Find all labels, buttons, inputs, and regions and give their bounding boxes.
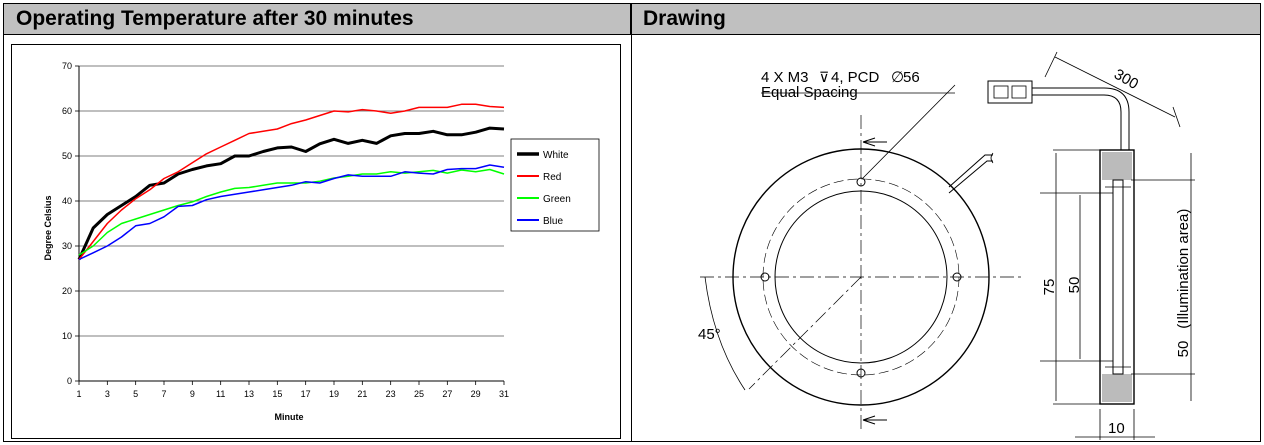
svg-text:⊽: ⊽ [819,69,829,85]
x-tick-label: 11 [216,389,225,399]
header-operating-temperature: Operating Temperature after 30 minutes [4,4,631,34]
dim-inner: 50 [1066,277,1083,294]
y-axis-label: Degree Celsius [43,195,53,260]
chart-cell: 0 10 20 30 40 50 60 70 1 3 5 7 9 11 13 15 17 19 21 23 25 27 29… [11,44,621,439]
x-tick-label: 19 [329,389,339,399]
y-tick-label: 10 [62,331,72,341]
section-arrow-bottom [862,415,887,425]
column-divider [631,4,632,441]
x-tick-label: 13 [244,389,254,399]
legend-label-green: Green [543,194,571,205]
drawing-cell: 45° 4 X M3 ⊽ 4, PCD ∅ 56 Equal Spacing [635,37,1259,440]
x-tick-label: 3 [105,389,110,399]
y-tick-label: 40 [62,196,72,206]
connector [987,80,1033,104]
window-glass [1112,179,1124,375]
x-tick-label: 1 [76,389,81,399]
x-axis-label: Minute [275,412,304,422]
svg-text:Equal Spacing: Equal Spacing [761,84,858,101]
dim-angle: 45° [698,326,721,343]
spec-table: Operating Temperature after 30 minutes D… [3,3,1261,442]
x-tick-label: 15 [272,389,282,399]
side-body-outline [1099,149,1135,405]
svg-text:4 X M3: 4 X M3 [761,69,809,86]
x-tick-label: 29 [471,389,481,399]
y-tick-label: 30 [62,241,72,251]
y-tick-label: 50 [62,151,72,161]
series-line-white [77,126,505,261]
series-line-green [78,168,505,256]
x-tick-label: 9 [190,389,195,399]
series-line-red [78,103,505,260]
dim-outer: 75 [1041,279,1058,296]
y-tick-label: 70 [62,61,72,71]
section-arrow-top [862,137,887,147]
side-view [987,51,1195,440]
dim-cable: 300 [1111,66,1141,93]
legend-label-white: White [543,150,569,161]
front-view [700,84,1023,432]
x-tick-label: 17 [301,389,311,399]
x-tick-label: 21 [357,389,367,399]
technical-drawing: 45° 4 X M3 ⊽ 4, PCD ∅ 56 Equal Spacing [698,51,1195,440]
x-tick-label: 31 [499,389,509,399]
x-tick-label: 27 [442,389,452,399]
y-tick-label: 0 [67,376,72,386]
dim-line-cable [1054,56,1176,118]
x-tick-label: 25 [414,389,424,399]
cable-front [948,154,993,188]
x-tick-label: 7 [161,389,166,399]
header-drawing: Drawing [631,4,1260,34]
callout-leader [862,84,956,179]
y-tick-label: 60 [62,106,72,116]
mounting-hole-left [760,272,770,282]
y-tick-label: 20 [62,286,72,296]
chart-frame [11,44,621,439]
series-line-blue [78,164,505,261]
svg-text:4, PCD: 4, PCD [831,69,880,86]
x-tick-label: 23 [386,389,396,399]
svg-text:56: 56 [903,69,920,86]
angle-arc [704,276,746,391]
hatch-top [1102,152,1132,180]
mounting-hole-bottom [856,368,866,378]
dim-illumination: 50(Illumination area) [1175,209,1192,358]
dim-width: 10 [1108,420,1125,437]
x-tick-label: 5 [133,389,138,399]
mounting-hole-right [952,272,962,282]
mounting-callout: 4 X M3 ⊽ 4, PCD ∅ 56 Equal Spacing [761,69,920,101]
header-divider [4,34,1260,35]
legend-label-blue: Blue [543,216,563,227]
cable-side [1032,94,1122,150]
hatch-bottom [1102,374,1132,402]
legend-label-red: Red [543,172,561,183]
svg-text:∅: ∅ [891,69,904,86]
mounting-hole-top [856,177,866,187]
